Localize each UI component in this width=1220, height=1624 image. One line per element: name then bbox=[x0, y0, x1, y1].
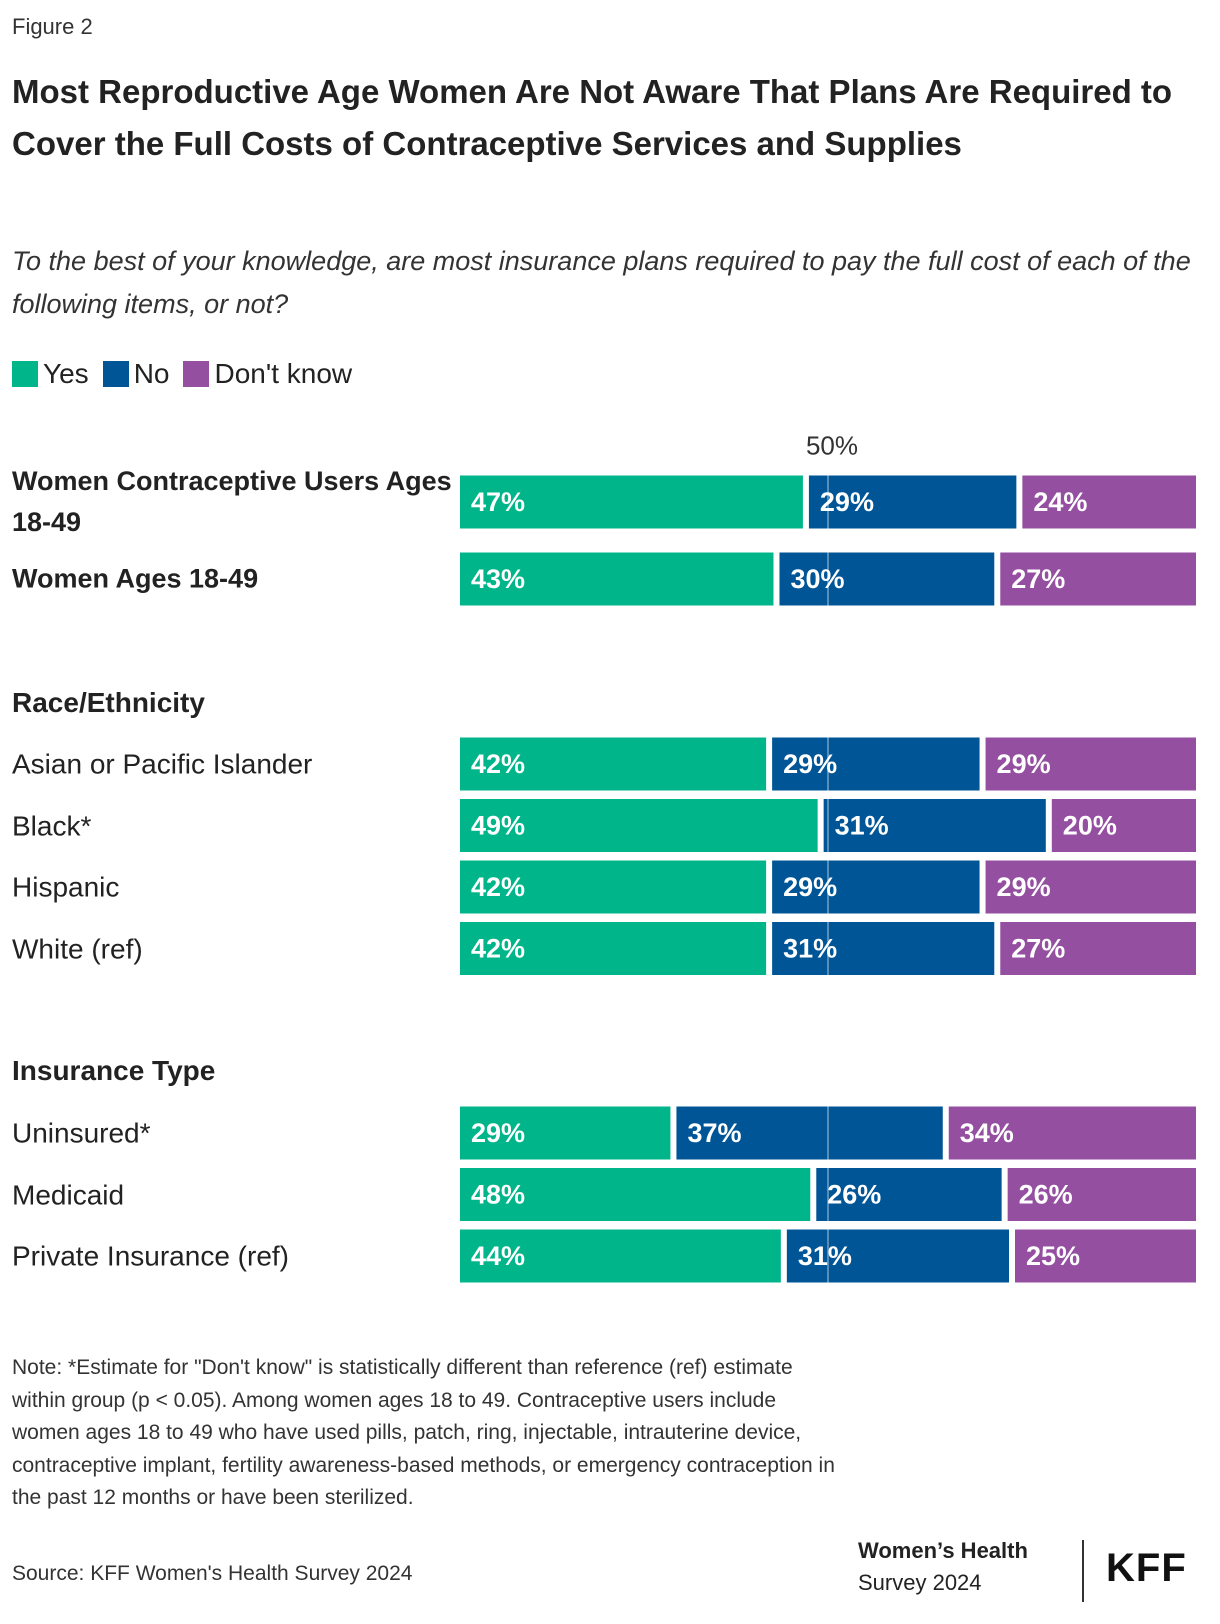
value-label: 30% bbox=[790, 564, 844, 594]
value-label: 29% bbox=[997, 872, 1051, 902]
legend-item: Don't know bbox=[183, 358, 352, 390]
group-title: Insurance Type bbox=[12, 1055, 216, 1086]
bar-segment bbox=[772, 737, 980, 791]
row-label: Asian or Pacific Islander bbox=[12, 748, 313, 780]
value-label: 26% bbox=[1019, 1180, 1073, 1210]
value-label: 48% bbox=[471, 1180, 525, 1210]
bar-segment bbox=[676, 1106, 943, 1160]
row-label: Private Insurance (ref) bbox=[12, 1240, 289, 1272]
value-label: 24% bbox=[1033, 487, 1087, 517]
bar-segment bbox=[460, 922, 767, 975]
legend-swatch bbox=[12, 361, 38, 387]
bar-segment bbox=[786, 1229, 1009, 1283]
legend-item: Yes bbox=[12, 358, 89, 390]
bar-segment bbox=[460, 799, 818, 852]
bar-segment bbox=[460, 552, 774, 606]
bar-segment bbox=[948, 1106, 1196, 1160]
legend-label: Yes bbox=[43, 358, 89, 389]
reference-label: 50% bbox=[806, 430, 858, 460]
value-label: 42% bbox=[471, 934, 525, 964]
value-label: 31% bbox=[835, 811, 889, 841]
bar-segment bbox=[772, 922, 995, 975]
value-label: 37% bbox=[687, 1118, 741, 1148]
bar-segment bbox=[823, 799, 1046, 852]
bar-segment bbox=[1000, 552, 1196, 606]
row-label: Women Contraceptive Users Ages 18-49 bbox=[12, 466, 452, 537]
value-label: 29% bbox=[783, 872, 837, 902]
figure-label: Figure 2 bbox=[12, 14, 93, 39]
value-label: 26% bbox=[827, 1180, 881, 1210]
bar-segment bbox=[985, 737, 1196, 791]
bar-segment bbox=[1007, 1168, 1196, 1221]
legend-swatch bbox=[102, 361, 129, 387]
bar-segment bbox=[460, 860, 767, 914]
value-label: 20% bbox=[1063, 811, 1117, 841]
value-label: 25% bbox=[1026, 1241, 1080, 1271]
bar-segment bbox=[985, 860, 1196, 914]
legend-item: No bbox=[102, 358, 170, 390]
chart-subtitle: To the best of your knowledge, are most … bbox=[12, 246, 1191, 319]
survey-name: Women’s Health bbox=[858, 1538, 1028, 1563]
survey-name: Survey 2024 bbox=[858, 1570, 982, 1595]
legend: Yes No Don't know bbox=[12, 358, 366, 390]
chart-title: Most Reproductive Age Women Are Not Awar… bbox=[12, 73, 1173, 162]
group-title: Race/Ethnicity bbox=[12, 687, 205, 718]
legend-label: No bbox=[133, 358, 170, 389]
bar-segment bbox=[1022, 475, 1196, 529]
bar-segment bbox=[460, 1229, 781, 1283]
bar-segment bbox=[1015, 1229, 1196, 1283]
bar-segment bbox=[779, 552, 995, 606]
bar-segment bbox=[808, 475, 1017, 529]
value-label: 31% bbox=[798, 1241, 852, 1271]
value-label: 29% bbox=[471, 1118, 525, 1148]
source: Source: KFF Women's Health Survey 2024 bbox=[12, 1562, 413, 1585]
value-label: 34% bbox=[960, 1118, 1014, 1148]
bar-segment bbox=[772, 860, 980, 914]
value-label: 42% bbox=[471, 872, 525, 902]
row-label: Medicaid bbox=[12, 1179, 125, 1210]
value-label: 47% bbox=[471, 487, 525, 517]
value-label: 27% bbox=[1011, 564, 1065, 594]
value-label: 29% bbox=[820, 487, 874, 517]
note: Note: *Estimate for "Don't know" is stat… bbox=[12, 1356, 835, 1509]
row-label: Hispanic bbox=[12, 871, 120, 903]
bar-segment bbox=[1051, 799, 1196, 852]
value-label: 42% bbox=[471, 749, 525, 779]
row-label: Black* bbox=[12, 810, 92, 841]
value-label: 29% bbox=[783, 749, 837, 779]
bar-segment bbox=[460, 475, 803, 529]
row-label: Women Ages 18-49 bbox=[12, 563, 259, 594]
value-label: 43% bbox=[471, 564, 525, 594]
bar-segment bbox=[1000, 922, 1196, 975]
separator bbox=[1082, 1540, 1084, 1602]
value-label: 29% bbox=[997, 749, 1051, 779]
legend-label: Don't know bbox=[214, 358, 353, 389]
value-label: 44% bbox=[471, 1241, 525, 1271]
row-label: White (ref) bbox=[12, 933, 143, 964]
bar-segment bbox=[460, 1106, 671, 1160]
value-label: 31% bbox=[783, 934, 837, 964]
legend-swatch bbox=[183, 361, 210, 387]
logo: KFF bbox=[1106, 1546, 1187, 1590]
row-label: Uninsured* bbox=[12, 1117, 151, 1149]
value-label: 49% bbox=[471, 811, 525, 841]
bar-segment bbox=[816, 1168, 1002, 1221]
bar-segment bbox=[460, 1168, 811, 1221]
bar-segment bbox=[460, 737, 767, 791]
value-label: 27% bbox=[1011, 934, 1065, 964]
